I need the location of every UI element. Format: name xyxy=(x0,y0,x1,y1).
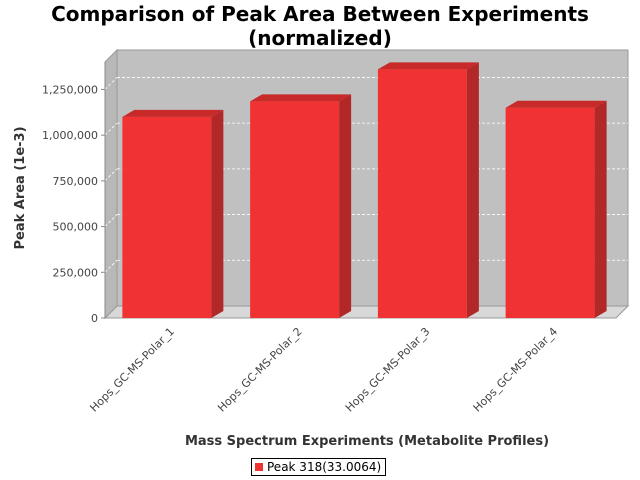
y-tick-label: 0 xyxy=(91,312,98,325)
bar xyxy=(505,100,607,318)
y-tick-label: 1,250,000 xyxy=(42,83,98,96)
legend: Peak 318(33.0064) xyxy=(251,458,387,476)
bar-front xyxy=(250,101,340,318)
gridline-wall xyxy=(104,214,118,227)
gridline-wall xyxy=(104,168,118,182)
x-axis-label: Mass Spectrum Experiments (Metabolite Pr… xyxy=(185,434,549,449)
y-tick-label: 500,000 xyxy=(53,221,99,234)
legend-swatch xyxy=(255,463,263,471)
chart-title-line-1: Comparison of Peak Area Between Experime… xyxy=(51,2,589,26)
plot-left-wall xyxy=(104,48,118,320)
bar-side xyxy=(466,62,479,318)
bar xyxy=(250,94,352,318)
gridline-wall xyxy=(104,260,118,273)
bar xyxy=(377,62,479,318)
y-tick-label: 750,000 xyxy=(53,175,99,188)
bar-front xyxy=(377,69,467,318)
y-tick-label: 1,000,000 xyxy=(42,129,98,142)
gridline-wall xyxy=(104,77,118,90)
x-tick-label: Hops_GC-MS-Polar_3 xyxy=(343,325,433,415)
bars xyxy=(122,62,607,318)
x-axis-tick-labels: Hops_GC-MS-Polar_1 Hops_GC-MS-Polar_2 Hops… xyxy=(87,325,560,415)
bar-top xyxy=(505,100,607,108)
chart-title-line-2: (normalized) xyxy=(248,26,392,50)
y-tick-label: 250,000 xyxy=(53,266,99,279)
bar-top xyxy=(377,62,479,70)
bar xyxy=(122,109,224,318)
bar-front xyxy=(505,107,595,318)
y-axis-ticks: 0 250,000 500,000 750,000 1,000,000 1,250,000 xyxy=(42,83,105,325)
chart-title: Comparison of Peak Area Between Experime… xyxy=(0,2,640,50)
x-tick-label: Hops_GC-MS-Polar_2 xyxy=(215,325,305,415)
gridline-wall xyxy=(104,122,118,136)
bar-side xyxy=(211,109,224,318)
y-axis-label: Peak Area (1e-3) xyxy=(13,126,28,249)
x-tick-label: Hops_GC-MS-Polar_4 xyxy=(471,325,561,415)
bar-top xyxy=(122,109,224,117)
bar-side xyxy=(594,100,607,318)
legend-label: Peak 318(33.0064) xyxy=(267,460,382,474)
bar-side xyxy=(339,94,352,318)
x-tick-label: Hops_GC-MS-Polar_1 xyxy=(87,325,177,415)
bar-top xyxy=(250,94,352,102)
bar-front xyxy=(122,116,212,318)
